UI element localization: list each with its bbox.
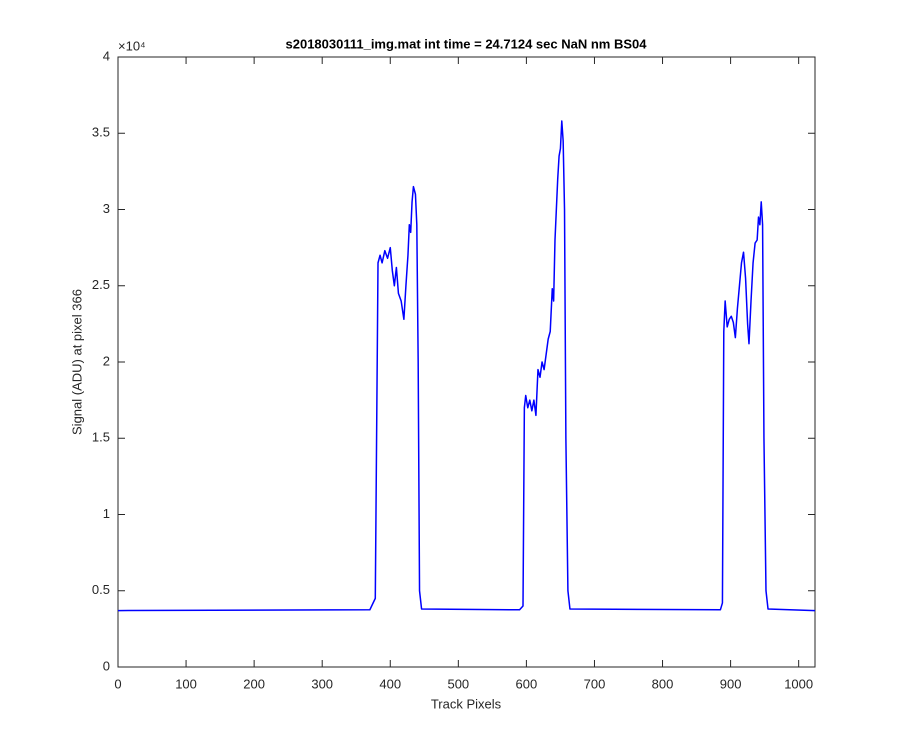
- data-line: [117, 120, 816, 612]
- x-tick-label: 1000: [784, 676, 813, 691]
- x-axis-label: Track Pixels: [431, 696, 502, 711]
- y-tick-label: 0: [103, 658, 110, 673]
- x-tick-label: 100: [175, 676, 197, 691]
- y-tick-label: 0.5: [92, 582, 110, 597]
- chart-title: s2018030111_img.mat int time = 24.7124 s…: [286, 36, 648, 51]
- y-tick-label: 3.5: [92, 125, 110, 140]
- y-tick-label: 1: [103, 506, 110, 521]
- x-tick-label: 300: [311, 676, 333, 691]
- y-tick-label: 1.5: [92, 430, 110, 445]
- x-tick-label: 600: [516, 676, 538, 691]
- x-tick-label: 400: [379, 676, 401, 691]
- x-tick-label: 700: [584, 676, 606, 691]
- y-tick-label: 4: [103, 48, 110, 63]
- x-tick-label: 200: [243, 676, 265, 691]
- y-exponent-label: ×10⁴: [118, 38, 146, 53]
- x-tick-label: 800: [652, 676, 674, 691]
- y-axis-label: Signal (ADU) at pixel 366: [69, 289, 84, 435]
- plot-box: [117, 56, 816, 668]
- y-tick-label: 2.5: [92, 277, 110, 292]
- y-tick-label: 2: [103, 353, 110, 368]
- x-tick-label: 0: [114, 676, 121, 691]
- x-tick-label: 500: [447, 676, 469, 691]
- x-tick-label: 900: [720, 676, 742, 691]
- y-tick-label: 3: [103, 201, 110, 216]
